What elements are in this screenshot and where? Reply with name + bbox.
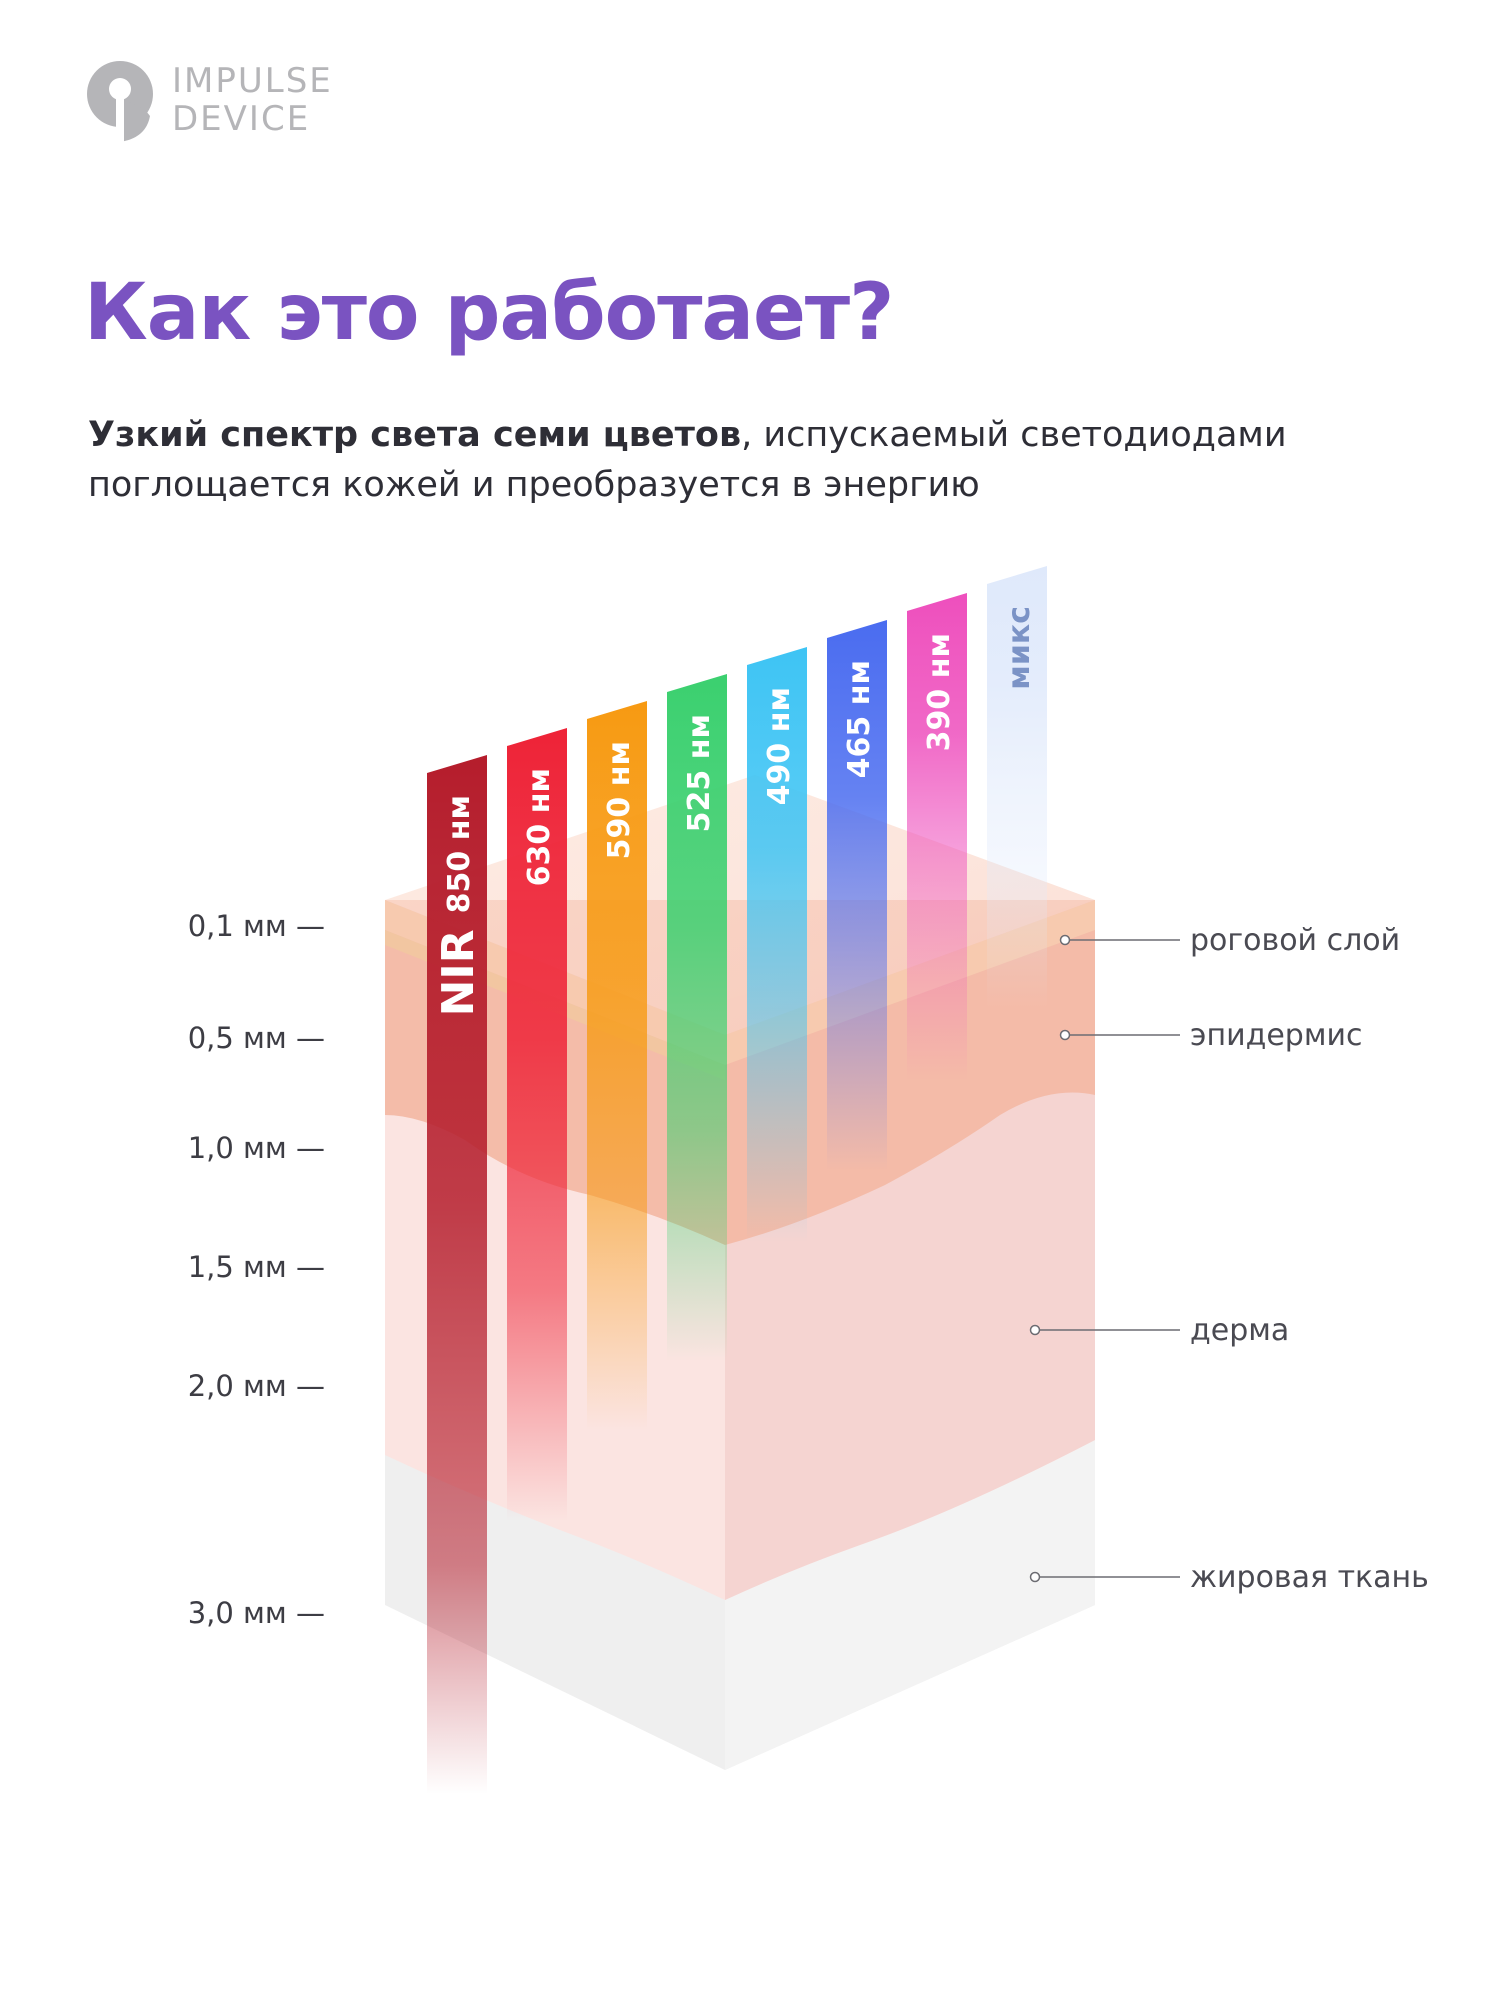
layer-callout-4: жировая ткань (1029, 1560, 1429, 1595)
beam-label: 525 нм (682, 714, 717, 832)
beam-label: 590 нм (602, 741, 637, 859)
subtitle-rest: , испускаемый светодиодами (741, 415, 1287, 455)
beam-label: микс (1002, 606, 1037, 690)
beam-bar (907, 593, 967, 1081)
beam-prefix: NIR (433, 929, 484, 1016)
beam-bar (427, 755, 487, 1795)
depth-tick-label: 2,0 мм — (188, 1369, 325, 1403)
beam-bar (827, 620, 887, 1171)
brand-line-2: DEVICE (172, 99, 311, 139)
beam-bar (667, 674, 727, 1362)
subtitle-line-2: поглощается кожей и преобразуется в энер… (88, 465, 980, 505)
subtitle-bold: Узкий спектр света семи цветов (88, 415, 742, 455)
layer-callout-1: роговой слой (1059, 923, 1400, 958)
impulse-logo-icon (87, 61, 153, 142)
beam-4: 525 нм (667, 674, 727, 1362)
beam-bar (747, 647, 807, 1243)
page-subtitle: Узкий спектр света семи цветов, испускае… (88, 410, 1428, 510)
depth-tick-label: 3,0 мм — (188, 1596, 325, 1630)
beam-bar (987, 566, 1047, 1009)
callout-dot (1059, 1029, 1071, 1041)
layer-label: дерма (1190, 1313, 1289, 1348)
light-beams: 850 нм NIR 630 нм 590 нм 525 нм 490 нм 465 нм 3… (427, 566, 1047, 1795)
beam-label: 465 нм (842, 660, 877, 778)
callout-dot (1029, 1571, 1041, 1583)
layer-label: эпидермис (1190, 1018, 1362, 1053)
beam-2: 630 нм (507, 728, 567, 1522)
beam-bar (507, 728, 567, 1522)
brand-line-1: IMPULSE (172, 61, 333, 101)
depth-tick-label: 1,5 мм — (188, 1250, 325, 1284)
beam-8: микс (987, 566, 1047, 1009)
beam-bar (587, 701, 647, 1431)
depth-tick-label: 1,0 мм — (188, 1131, 325, 1165)
depth-tick-label: 0,5 мм — (188, 1021, 325, 1055)
callout-dot (1029, 1324, 1041, 1336)
beam-6: 465 нм (827, 620, 887, 1171)
beam-label: 630 нм (522, 768, 557, 886)
beam-label: 390 нм (922, 633, 957, 751)
layer-callout-2: эпидермис (1059, 1018, 1362, 1053)
beam-5: 490 нм (747, 647, 807, 1243)
layer-callouts: роговой слой эпидермис дерма жировая ткань (1029, 923, 1429, 1595)
brand-logo: IMPULSE DEVICE (84, 56, 444, 146)
beam-1: 850 нм NIR (427, 755, 487, 1795)
beam-7: 390 нм (907, 593, 967, 1081)
beam-label: 850 нм (442, 795, 477, 913)
callout-dot (1059, 934, 1071, 946)
page-title: Как это работает? (84, 268, 894, 358)
layer-label: жировая ткань (1190, 1560, 1429, 1595)
depth-tick-label: 0,1 мм — (188, 909, 325, 943)
beam-3: 590 нм (587, 701, 647, 1431)
layer-callout-3: дерма (1029, 1313, 1289, 1348)
brand-name: IMPULSE DEVICE (172, 62, 333, 138)
beam-label: 490 нм (762, 687, 797, 805)
depth-scale: 0,1 мм — 0,5 мм — 1,0 мм — 1,5 мм — 2,0 мм —… (188, 909, 325, 1630)
layer-label: роговой слой (1190, 923, 1400, 958)
